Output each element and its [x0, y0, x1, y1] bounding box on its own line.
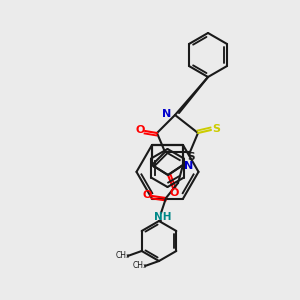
Text: N: N [184, 161, 194, 171]
Text: O: O [142, 190, 152, 200]
Text: S: S [187, 152, 195, 162]
Text: N: N [162, 109, 172, 119]
Text: S: S [212, 124, 220, 134]
Text: O: O [135, 125, 145, 135]
Text: O: O [169, 188, 179, 198]
Text: CH₃: CH₃ [133, 262, 147, 271]
Text: CH₃: CH₃ [116, 251, 130, 260]
Text: NH: NH [154, 212, 172, 222]
